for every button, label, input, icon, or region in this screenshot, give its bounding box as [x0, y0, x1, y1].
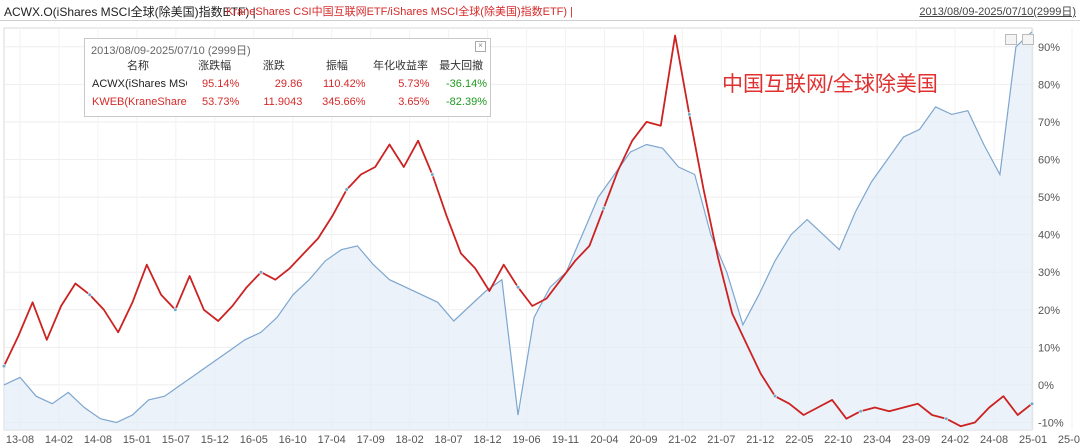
x-tick-label: 25-01 — [1019, 434, 1047, 446]
row-name: ACWX(iShares MSCI — [92, 78, 187, 90]
x-tick-label: 15-07 — [162, 434, 190, 446]
x-tick-label: 18-02 — [396, 434, 424, 446]
kweb-point — [515, 285, 521, 290]
y-tick-label: 70% — [1038, 117, 1060, 129]
x-tick-label: 16-05 — [240, 434, 268, 446]
y-tick-label: 10% — [1038, 342, 1060, 354]
y-tick-label: 40% — [1038, 230, 1060, 242]
kweb-point — [1029, 401, 1035, 406]
kweb-point — [173, 307, 178, 312]
x-tick-label: 15-01 — [123, 434, 151, 446]
x-tick-label: 16-10 — [279, 434, 307, 446]
legend-range: 2013/08/09-2025/07/10 (2999日) — [91, 45, 251, 57]
row-amplitude: 110.42% — [322, 78, 366, 90]
title-acwx: ACWX.O(iShares MSCI全球(除美国)指数ETF) | — [4, 5, 256, 19]
kweb-point — [772, 394, 778, 399]
legend-header-row: 名称 涨跌幅 涨跌 振幅 年化收益率 最大回撤 — [89, 55, 490, 75]
x-tick-label: 20-04 — [590, 434, 618, 446]
y-tick-label: -10% — [1038, 417, 1064, 429]
kweb-point — [258, 270, 264, 275]
y-tick-label: 60% — [1038, 154, 1060, 166]
kweb-point — [87, 292, 92, 297]
row-change-pct: 53.73% — [202, 96, 240, 108]
window-restore-icon[interactable] — [1005, 34, 1017, 45]
row-max-drawdown: -82.39% — [446, 96, 487, 108]
legend-box: 2013/08/09-2025/07/10 (2999日) × 名称 涨跌幅 涨… — [84, 38, 491, 117]
acwx-area — [4, 31, 1032, 431]
title-kweb-ratio: KraneShares CSI中国互联网ETF/iShares MSCI全球(除… — [226, 6, 573, 18]
title-bar: ACWX.O(iShares MSCI全球(除美国)指数ETF) | Krane… — [0, 0, 1080, 22]
y-tick-label: 30% — [1038, 267, 1060, 279]
y-tick-label: 0% — [1038, 380, 1054, 392]
row-change-pct: 95.14% — [202, 78, 240, 90]
x-tick-label: 20-09 — [629, 434, 657, 446]
x-tick-label: 17-04 — [318, 434, 346, 446]
x-tick-label: 19-06 — [512, 434, 540, 446]
x-tick-label: 22-05 — [785, 434, 813, 446]
header-annual: 年化收益率 — [372, 60, 428, 72]
kweb-point — [858, 409, 863, 414]
x-tick-label: 24-08 — [980, 434, 1008, 446]
y-tick-label: 90% — [1038, 42, 1060, 54]
y-tick-label: 20% — [1038, 305, 1060, 317]
row-name: KWEB(KraneShares — [92, 96, 187, 108]
x-tick-label: 18-07 — [435, 434, 463, 446]
close-icon[interactable]: × — [475, 41, 486, 52]
header-max-drawdown: 最大回撤 — [439, 60, 484, 72]
header-name: 名称 — [127, 60, 149, 72]
x-tick-label: 23-09 — [902, 434, 930, 446]
row-change: 11.9043 — [263, 96, 303, 108]
x-tick-label: 21-07 — [707, 434, 735, 446]
window-maximize-icon[interactable] — [1022, 34, 1034, 45]
divider — [0, 20, 1080, 21]
x-tick-label: 23-04 — [863, 434, 891, 446]
chart-annotation: 中国互联网/全球除美国 — [722, 73, 938, 96]
kweb-point — [687, 112, 692, 117]
x-tick-label: 21-12 — [746, 434, 774, 446]
x-tick-label: 25-07 — [1058, 434, 1080, 446]
kweb-point — [344, 187, 349, 192]
row-change: 29.86 — [274, 78, 303, 90]
row-max-drawdown: -36.14% — [446, 78, 487, 90]
row-amplitude: 345.66% — [322, 96, 366, 108]
kweb-point — [430, 172, 435, 177]
x-tick-label: 17-09 — [357, 434, 385, 446]
x-tick-label: 13-08 — [6, 434, 34, 446]
legend-row-kweb[interactable]: KWEB(KraneShares 53.73% 11.9043 345.66% … — [89, 93, 490, 111]
header-change-pct: 涨跌幅 — [198, 60, 232, 72]
header-change: 涨跌 — [262, 60, 285, 72]
kweb-point — [601, 206, 606, 211]
date-range-link[interactable]: 2013/08/09-2025/07/10(2999日) — [919, 6, 1076, 18]
x-tick-label: 14-02 — [45, 434, 73, 446]
kweb-point — [944, 416, 949, 421]
series-line-acwx[interactable] — [3, 31, 1033, 424]
y-tick-label: 80% — [1038, 79, 1060, 91]
x-tick-label: 14-08 — [84, 434, 112, 446]
x-tick-label: 22-10 — [824, 434, 852, 446]
x-tick-label: 18-12 — [473, 434, 501, 446]
x-tick-label: 21-02 — [668, 434, 696, 446]
y-tick-label: 50% — [1038, 192, 1060, 204]
header-amplitude: 振幅 — [325, 60, 348, 72]
legend-row-acwx[interactable]: ACWX(iShares MSCI 95.14% 29.86 110.42% 5… — [89, 75, 490, 93]
x-tick-label: 15-12 — [201, 434, 229, 446]
x-tick-label: 24-02 — [941, 434, 969, 446]
kweb-point — [1, 364, 7, 369]
row-annual: 3.65% — [398, 96, 430, 108]
legend-table: 名称 涨跌幅 涨跌 振幅 年化收益率 最大回撤 ACWX(iShares MSC… — [89, 55, 490, 111]
x-tick-label: 19-11 — [552, 434, 579, 446]
row-annual: 5.73% — [398, 78, 430, 90]
